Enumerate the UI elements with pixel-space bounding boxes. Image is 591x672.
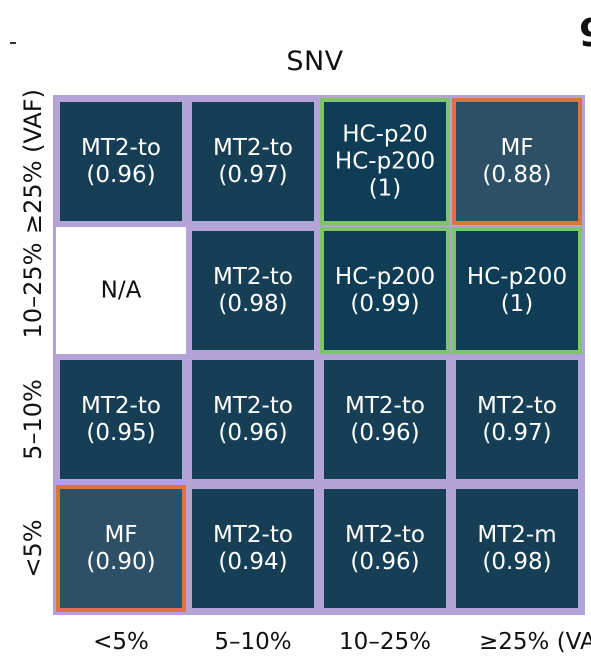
heatmap-cell: MT2-to(0.96) <box>320 356 450 483</box>
heatmap-cell: MT2-to(0.95) <box>56 356 186 483</box>
cell-fill <box>192 360 314 479</box>
cell-label: MT2-to <box>81 393 161 419</box>
cell-fill <box>192 102 314 221</box>
cell-label: (0.98) <box>218 291 287 317</box>
x-tick-label: ≥25% (VAF) <box>479 629 591 655</box>
cell-fill <box>456 231 578 350</box>
heatmap-cell: MT2-to(0.97) <box>452 356 582 483</box>
cell-label: MT2-m <box>477 522 556 548</box>
cell-fill <box>324 489 446 608</box>
cell-label: (0.96) <box>350 420 419 446</box>
heatmap-cell: MT2-to(0.96) <box>56 98 186 225</box>
cell-label: (1) <box>501 291 534 317</box>
cell-label: MF <box>104 522 137 548</box>
heatmap-cell: MF(0.88) <box>452 98 582 225</box>
cell-fill <box>324 231 446 350</box>
cell-fill <box>456 102 578 221</box>
heatmap-cell: MT2-m(0.98) <box>452 485 582 612</box>
y-tick-label: 5–10% <box>19 379 47 460</box>
clipped-panel-label: 9 <box>579 14 591 52</box>
cell-fill <box>192 231 314 350</box>
corner-tick-mark <box>10 42 16 44</box>
cell-label: HC-p200 <box>467 264 567 290</box>
cell-label: MT2-to <box>345 522 425 548</box>
cell-label: MT2-to <box>477 393 557 419</box>
cell-fill <box>60 102 182 221</box>
cell-fill <box>60 360 182 479</box>
cell-label: MT2-to <box>213 393 293 419</box>
heatmap-cell: N/A <box>56 227 186 354</box>
cell-label: (0.97) <box>218 162 287 188</box>
cell-label: (0.94) <box>218 549 287 575</box>
x-tick-label: <5% <box>93 629 149 655</box>
cell-label: (0.97) <box>482 420 551 446</box>
cell-fill <box>56 227 186 354</box>
cell-fill <box>324 102 446 221</box>
cell-label: (0.88) <box>482 162 551 188</box>
cell-label: (1) <box>369 176 402 202</box>
cell-label: (0.96) <box>218 420 287 446</box>
heatmap-cell: MT2-to(0.94) <box>188 485 318 612</box>
x-tick-label: 5–10% <box>214 629 291 655</box>
y-tick-label: <5% <box>19 519 47 577</box>
heatmap-cell: HC-p200(1) <box>452 227 582 354</box>
cell-label: MT2-to <box>213 135 293 161</box>
heatmap-cell: HC-p200(0.99) <box>320 227 450 354</box>
y-tick-label: ≥25% (VAF) <box>19 89 47 234</box>
heatmap-cell: MF(0.90) <box>56 485 186 612</box>
cell-fill <box>456 360 578 479</box>
heatmap-cell: MT2-to(0.98) <box>188 227 318 354</box>
cell-label: (0.90) <box>86 549 155 575</box>
cell-label: HC-p20 <box>342 122 428 148</box>
heatmap-cell: MT2-to(0.97) <box>188 98 318 225</box>
cell-label: MT2-to <box>81 135 161 161</box>
cell-fill <box>324 360 446 479</box>
cell-label: MT2-to <box>213 264 293 290</box>
x-tick-label: 10–25% <box>339 629 431 655</box>
cell-label: MT2-to <box>345 393 425 419</box>
cell-fill <box>456 489 578 608</box>
cell-label: HC-p200 <box>335 264 435 290</box>
cell-label: HC-p200 <box>335 149 435 175</box>
cell-fill <box>192 489 314 608</box>
cell-label: N/A <box>101 278 142 304</box>
cell-label: MT2-to <box>213 522 293 548</box>
heatmap-cell: MT2-to(0.96) <box>320 485 450 612</box>
cell-label: MF <box>500 135 533 161</box>
cell-label: (0.99) <box>350 291 419 317</box>
y-tick-label: 10–25% <box>19 243 47 339</box>
cell-label: (0.98) <box>482 549 551 575</box>
chart-title: SNV <box>286 46 344 77</box>
heatmap-cell: MT2-to(0.96) <box>188 356 318 483</box>
cell-label: (0.95) <box>86 420 155 446</box>
cell-fill <box>60 489 182 608</box>
cell-label: (0.96) <box>350 549 419 575</box>
cell-label: (0.96) <box>86 162 155 188</box>
